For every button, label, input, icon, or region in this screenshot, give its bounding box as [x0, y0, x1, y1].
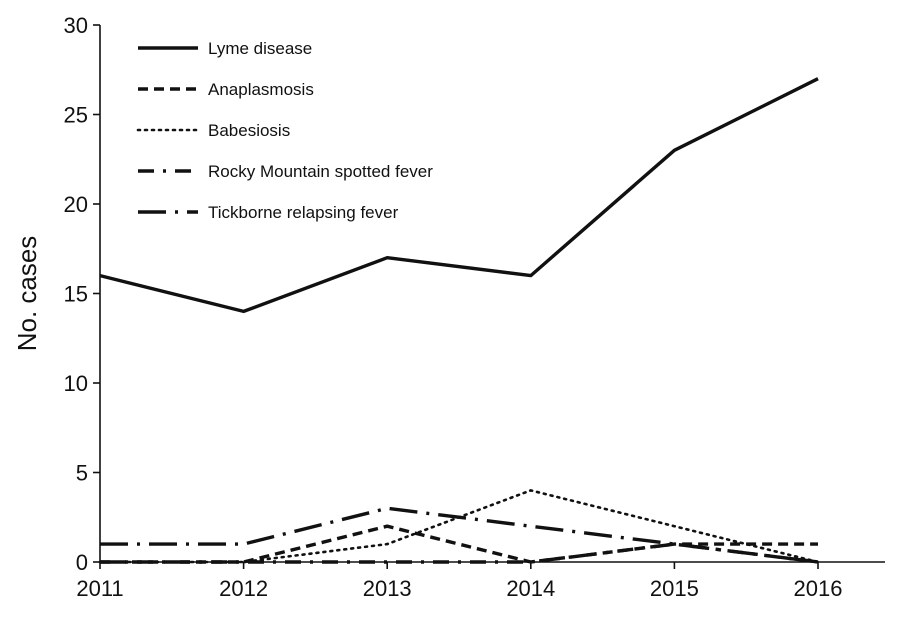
- series-line-3: [100, 542, 819, 564]
- x-tick-label: 2015: [650, 576, 699, 601]
- y-tick-label: 15: [64, 282, 88, 307]
- legend: Lyme disease Anaplasmosis Babesiosis Rocky …: [136, 39, 433, 222]
- x-tick-label: 2014: [506, 576, 555, 601]
- y-tick-label: 25: [64, 103, 88, 128]
- x-tick-label: 2011: [76, 576, 123, 601]
- y-tick-label: 5: [76, 461, 88, 486]
- legend-label: Anaplasmosis: [208, 80, 314, 99]
- y-axis-ticks: 0 5 10 15 20 25 30: [64, 13, 100, 575]
- series-line-2: [98, 489, 820, 564]
- series-line-4: [100, 506, 819, 564]
- y-tick-label: 0: [76, 550, 88, 575]
- x-tick-label: 2012: [219, 576, 268, 601]
- y-axis-title: No. cases: [12, 236, 42, 352]
- y-tick-label: 10: [64, 371, 88, 396]
- x-tick-label: 2013: [363, 576, 412, 601]
- series-line-0: [99, 77, 819, 314]
- legend-label: Lyme disease: [208, 39, 312, 58]
- x-axis-ticks: 2011 2012 2013 2014 2015 2016: [76, 562, 842, 601]
- x-tick-label: 2016: [794, 576, 843, 601]
- y-tick-label: 20: [64, 192, 88, 217]
- legend-label: Rocky Mountain spotted fever: [208, 162, 433, 181]
- legend-label: Tickborne relapsing fever: [208, 203, 399, 222]
- series-lines: [98, 77, 820, 564]
- legend-label: Babesiosis: [208, 121, 290, 140]
- y-tick-label: 30: [64, 13, 88, 38]
